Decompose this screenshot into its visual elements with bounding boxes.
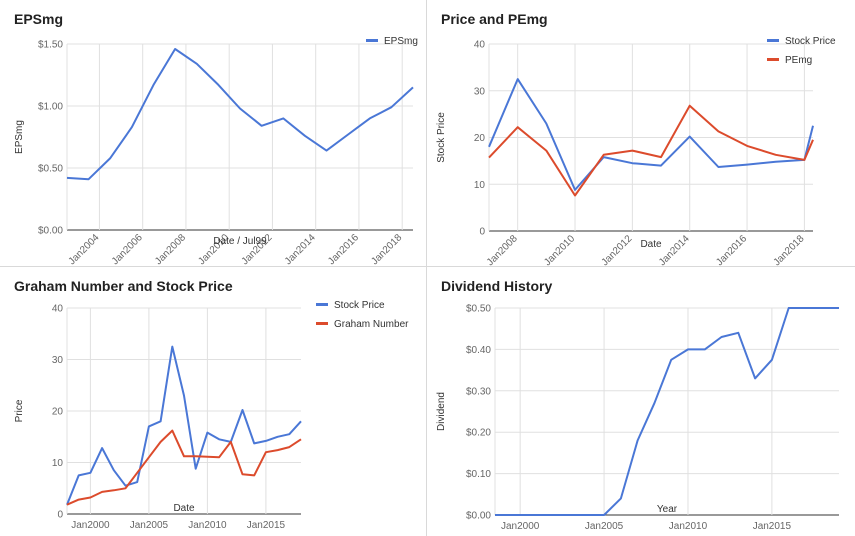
x-tick-label: Jan2010 [188, 520, 227, 531]
y-tick-label: $0.00 [466, 511, 491, 522]
price-pe-chart: Price and PEmg 0 10 20 30 40 Jan2008 Jan2010 Jan… [427, 0, 855, 266]
x-axis-label: Date / Jul99 [213, 236, 267, 247]
x-tick-label: Jan2016 [714, 233, 749, 266]
x-tick-label: Jan2016 [326, 232, 361, 266]
series-line-stock-price [488, 78, 814, 191]
legend-label: Graham Number [334, 319, 409, 330]
y-tick-label: $1.50 [38, 40, 63, 51]
x-tick-label: Jan2015 [753, 521, 792, 532]
graham-chart: Graham Number and Stock Price 0 10 20 30 40 Ja… [0, 267, 426, 536]
y-tick-label: $0.40 [466, 345, 491, 356]
y-tick-label: 0 [479, 227, 485, 238]
panel-divider-vertical [426, 0, 427, 536]
x-tick-label: Jan2018 [772, 233, 807, 266]
x-tick-label: Jan2000 [501, 521, 540, 532]
legend-swatch [366, 39, 378, 42]
series-line-pemg [488, 104, 814, 197]
x-tick-label: Jan2010 [542, 233, 577, 266]
x-tick-label: Jan2018 [369, 232, 404, 266]
y-tick-label: 30 [52, 355, 64, 366]
legend-label: PEmg [785, 55, 812, 66]
y-tick-label: $0.30 [466, 386, 491, 397]
y-axis-label: Dividend [436, 392, 447, 431]
y-tick-label: 10 [52, 458, 64, 469]
legend-swatch [767, 39, 779, 42]
x-tick-label: Jan2010 [669, 521, 708, 532]
chart-title: Price and PEmg [441, 11, 548, 27]
x-tick-label: Jan2015 [247, 520, 286, 531]
chart-title: Graham Number and Stock Price [14, 278, 233, 294]
y-tick-label: 0 [57, 510, 63, 521]
y-axis-label: Price [14, 399, 25, 422]
x-tick-label: Jan2012 [600, 233, 635, 266]
legend-swatch [316, 303, 328, 306]
y-tick-label: $0.50 [466, 304, 491, 315]
x-tick-label: Jan2005 [130, 520, 169, 531]
y-tick-label: 40 [474, 40, 486, 51]
legend-swatch [316, 322, 328, 325]
series-line-epsmg [66, 48, 414, 181]
y-tick-label: 20 [52, 407, 64, 418]
series-line-dividend [495, 307, 839, 516]
panel-divider-horizontal [0, 266, 855, 267]
legend-swatch [767, 58, 779, 61]
x-tick-label: Jan2014 [657, 233, 692, 266]
x-tick-label: Jan2004 [67, 232, 102, 266]
chart-title: Dividend History [441, 278, 552, 294]
dividend-chart: Dividend History $0.00 $0.10 $0.20 $0.30 $0.4… [427, 267, 855, 536]
x-tick-label: Jan2006 [110, 232, 145, 266]
x-tick-label: Jan2005 [585, 521, 624, 532]
legend-label: EPSmg [384, 36, 418, 47]
y-tick-label: $1.00 [38, 102, 63, 113]
y-tick-label: 40 [52, 304, 64, 315]
x-axis-label: Year [657, 504, 678, 515]
y-axis-label: EPSmg [14, 120, 25, 154]
y-axis-label: Stock Price [436, 112, 447, 163]
y-tick-label: $0.50 [38, 164, 63, 175]
x-tick-label: Jan2014 [283, 232, 318, 266]
x-axis-label: Date [173, 503, 195, 514]
legend-label: Stock Price [785, 36, 836, 47]
y-tick-label: 20 [474, 133, 486, 144]
y-tick-label: 30 [474, 86, 486, 97]
x-tick-label: Jan2000 [71, 520, 110, 531]
legend-label: Stock Price [334, 300, 385, 311]
y-tick-label: $0.10 [466, 469, 491, 480]
x-tick-label: Jan2008 [153, 232, 188, 266]
y-tick-label: $0.20 [466, 428, 491, 439]
y-tick-label: 10 [474, 180, 486, 191]
x-axis-label: Date [640, 239, 662, 250]
x-tick-label: Jan2008 [485, 233, 520, 266]
chart-title: EPSmg [14, 11, 63, 27]
y-tick-label: $0.00 [38, 226, 63, 237]
